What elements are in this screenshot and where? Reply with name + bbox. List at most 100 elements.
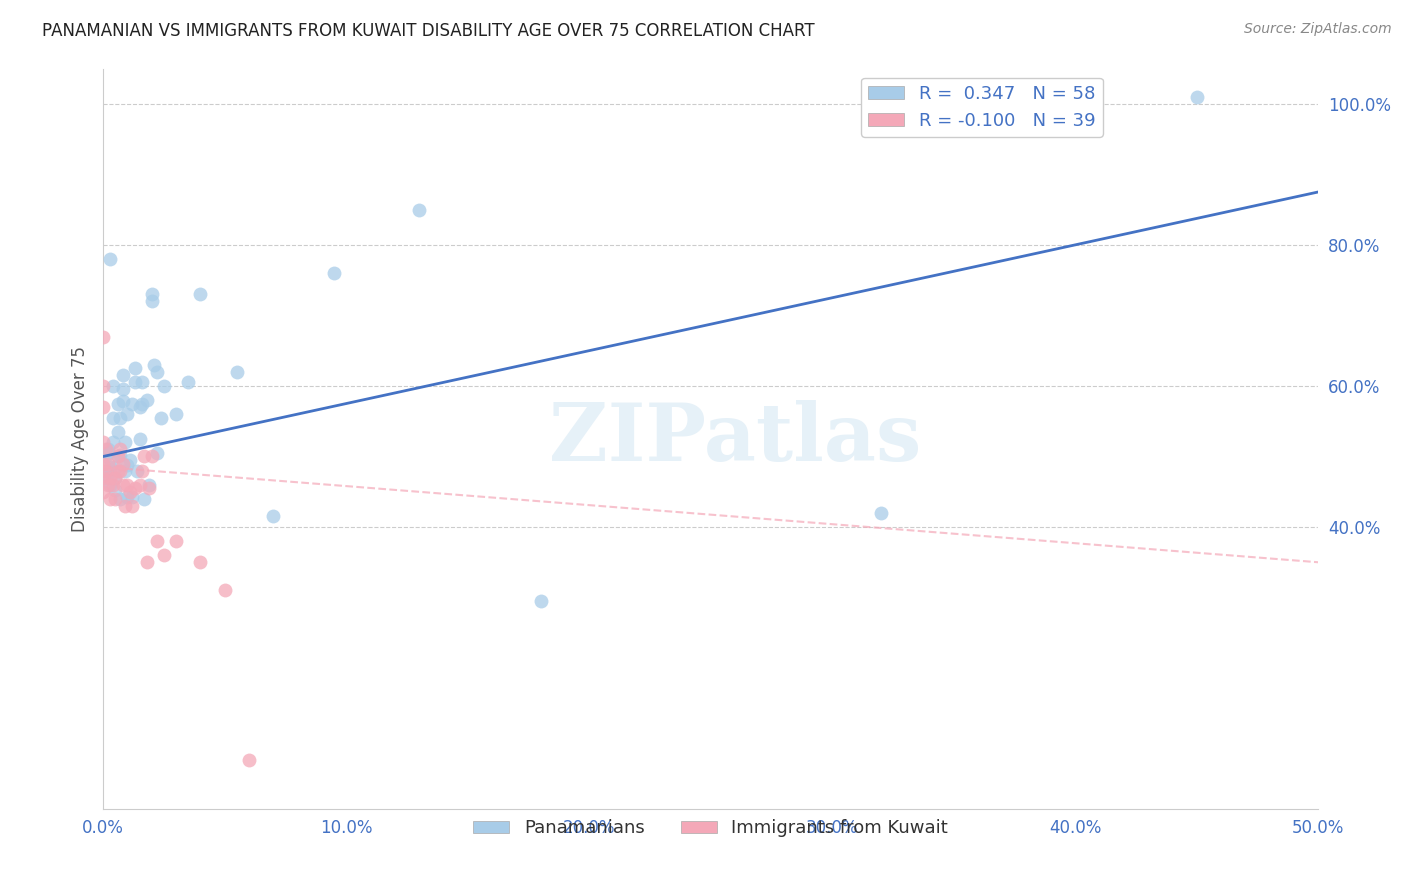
Point [91,329,114,343]
Y-axis label: Disability Age Over 75: Disability Age Over 75 [72,346,89,532]
Text: Source: ZipAtlas.com: Source: ZipAtlas.com [1244,22,1392,37]
Point [138,481,160,495]
Point [188,287,211,301]
Point [124,481,146,495]
Point [97,446,120,460]
Point [94,464,117,478]
Point [1185,89,1208,103]
Point [141,294,163,309]
Point [323,266,346,280]
Point [91,484,114,499]
Point [117,491,139,505]
Point [94,442,117,457]
Point [108,410,131,425]
Point [107,450,129,464]
Point [145,446,167,460]
Point [121,499,143,513]
Point [135,392,157,407]
Point [100,470,122,484]
Point [91,379,114,393]
Point [114,464,136,478]
Point [111,394,134,409]
Point [141,450,163,464]
Point [108,464,131,478]
Point [97,442,120,457]
Point [108,442,131,457]
Point [100,477,122,491]
Point [107,450,129,464]
Point [97,477,120,491]
Point [117,458,139,472]
Point [138,477,160,491]
Point [94,450,117,464]
Point [101,435,124,450]
Point [121,396,143,410]
Point [131,396,153,410]
Point [111,383,134,397]
Legend: Panamanians, Immigrants from Kuwait: Panamanians, Immigrants from Kuwait [467,812,955,845]
Point [111,457,134,471]
Point [100,460,122,475]
Point [108,491,131,506]
Point [141,287,163,301]
Point [135,555,157,569]
Point [97,464,120,478]
Point [165,407,187,421]
Point [114,435,136,450]
Point [97,457,120,471]
Point [134,491,156,506]
Point [143,358,166,372]
Point [408,202,430,217]
Point [104,470,127,484]
Point [100,491,122,506]
Point [107,425,129,439]
Point [165,534,187,549]
Point [214,583,236,598]
Point [107,464,129,478]
Point [104,470,127,484]
Text: PANAMANIAN VS IMMIGRANTS FROM KUWAIT DISABILITY AGE OVER 75 CORRELATION CHART: PANAMANIAN VS IMMIGRANTS FROM KUWAIT DIS… [42,22,815,40]
Point [118,484,141,499]
Point [188,555,211,569]
Point [131,376,153,390]
Point [104,483,127,498]
Point [153,548,176,562]
Point [114,499,136,513]
Point [117,407,139,421]
Point [108,448,131,462]
Point [117,477,139,491]
Point [134,450,156,464]
Point [128,400,150,414]
Point [128,477,150,491]
Point [238,753,260,767]
Point [869,506,891,520]
Point [177,376,200,390]
Point [131,464,153,478]
Point [91,400,114,414]
Point [91,457,114,471]
Point [101,410,124,425]
Point [91,435,114,450]
Point [94,470,117,484]
Point [127,464,149,478]
Point [153,379,176,393]
Point [101,477,124,491]
Point [111,368,134,383]
Point [100,252,122,266]
Point [145,365,167,379]
Point [128,432,150,446]
Point [118,453,141,467]
Point [124,361,146,376]
Point [124,376,146,390]
Text: ZIPatlas: ZIPatlas [548,400,921,478]
Point [104,460,127,475]
Point [107,396,129,410]
Point [101,379,124,393]
Point [145,534,167,549]
Point [121,491,143,505]
Point [91,470,114,484]
Point [104,491,127,506]
Point [150,410,173,425]
Point [262,509,284,524]
Point [111,477,134,491]
